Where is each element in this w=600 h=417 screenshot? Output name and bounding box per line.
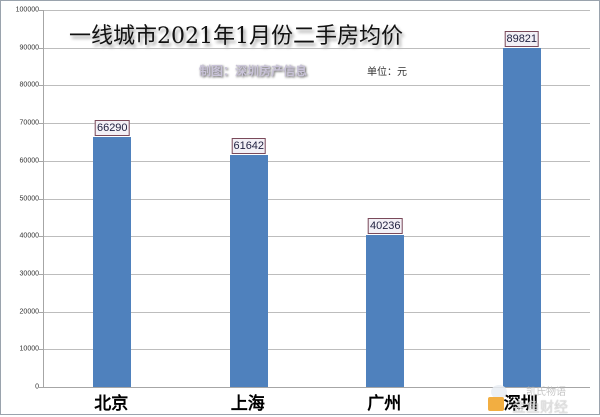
data-label: 61642 [231, 137, 267, 154]
x-category-label: 北京 [94, 394, 129, 413]
y-tick-label: 20000 [19, 308, 39, 316]
y-tick [39, 236, 44, 238]
y-tick [39, 10, 44, 11]
y-tick-label: 10000 [19, 345, 39, 353]
y-tick-label: 30000 [19, 270, 39, 278]
chart-subtitle: 制图：深圳房产信息 [199, 64, 308, 78]
y-tick-label: 70000 [19, 119, 39, 127]
gridline [44, 311, 590, 313]
wechat-bubble-icon [491, 385, 507, 399]
bar-3 [502, 48, 541, 387]
y-tick [39, 160, 44, 162]
gridline [44, 160, 590, 162]
gridline [44, 123, 590, 125]
watermark-line2: 金鱼财经 [512, 399, 568, 415]
bar-2 [366, 235, 405, 387]
y-tick [39, 273, 44, 275]
y-tick-label: 100000 [15, 6, 39, 14]
y-tick-label: 50000 [19, 195, 39, 202]
data-label: 40236 [367, 218, 403, 235]
y-tick-label: 60000 [19, 157, 39, 165]
x-category-label: 广州 [367, 394, 402, 413]
y-tick-label: 0 [35, 383, 39, 391]
x-category-label: 上海 [230, 394, 265, 413]
y-tick [39, 123, 44, 125]
gridline [44, 349, 590, 351]
unit-label: 单位：元 [367, 67, 407, 78]
gridline [44, 273, 590, 275]
gridline [44, 85, 590, 87]
y-tick [39, 349, 44, 351]
gridline [44, 236, 590, 238]
bar-1 [229, 154, 268, 387]
y-tick-label: 80000 [19, 81, 39, 89]
gridline [44, 198, 590, 200]
y-tick-label: 40000 [19, 232, 39, 240]
data-label: 89821 [504, 31, 540, 48]
chart-title: 一线城市2021年1月份二手房均价 [69, 24, 403, 49]
y-tick [39, 387, 44, 388]
y-tick [39, 47, 44, 49]
y-tick [39, 85, 44, 87]
gridline [44, 10, 590, 11]
bar-0 [93, 137, 132, 387]
watermark-logo-icon [488, 397, 504, 411]
y-tick [39, 311, 44, 313]
y-tick [39, 198, 44, 200]
gridline [44, 47, 590, 49]
watermark-line1: 凯氏物语 [526, 387, 566, 398]
x-category-label: 深圳 [503, 394, 538, 413]
plot-area: 66290 61642 40236 89821 [39, 10, 590, 388]
y-tick-label: 90000 [19, 44, 39, 52]
data-label: 66290 [94, 120, 130, 137]
